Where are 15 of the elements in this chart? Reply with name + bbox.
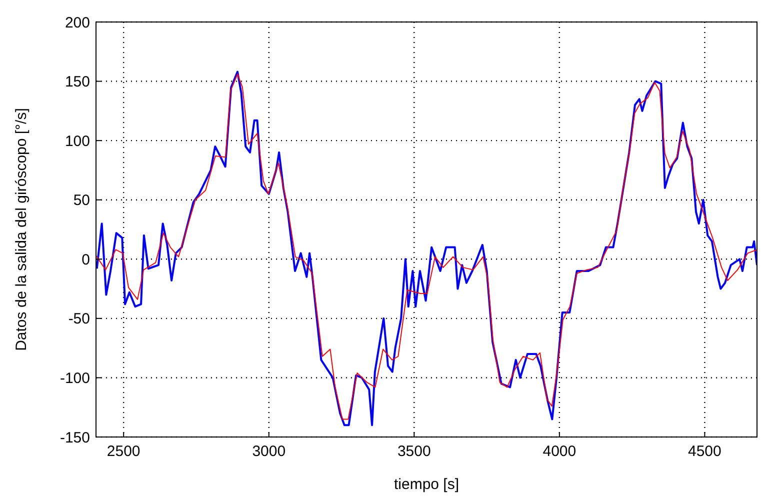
- x-tick-label: 4500: [688, 443, 722, 460]
- y-tick-label: 0: [82, 251, 90, 268]
- y-tick-label: -100: [60, 370, 90, 387]
- x-tick-label: 2500: [106, 443, 140, 460]
- y-tick-label: 200: [64, 14, 90, 32]
- x-axis-title: tiempo [s]: [394, 476, 460, 493]
- y-tick-label: -150: [60, 429, 90, 446]
- y-tick-label: 50: [73, 192, 90, 210]
- y-tick-label: 150: [64, 74, 90, 91]
- x-tick-label: 4000: [542, 443, 576, 460]
- y-axis-title: Datos de la salida del giróscopo [°/s]: [13, 108, 30, 351]
- x-tick-label: 3000: [252, 443, 286, 460]
- x-tick-label: 3500: [397, 443, 431, 460]
- y-tick-label: 100: [64, 132, 90, 150]
- y-tick-label: -50: [68, 310, 90, 328]
